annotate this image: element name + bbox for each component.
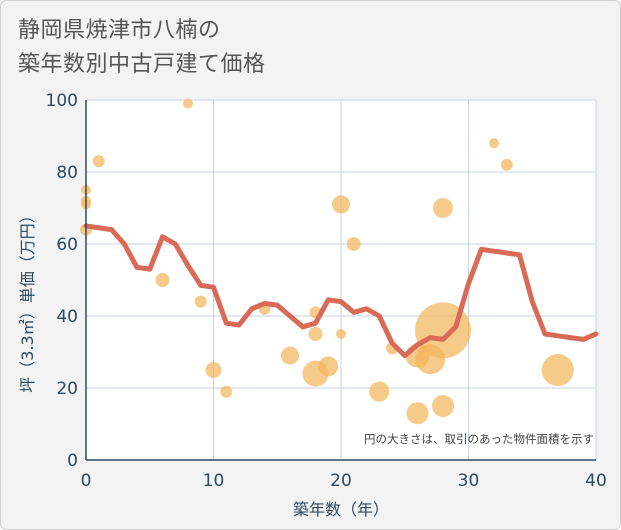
x-tick-label-3: 30 <box>458 471 480 491</box>
y-tick-label-2: 40 <box>56 307 78 327</box>
y-tick-label-1: 20 <box>56 379 78 399</box>
y-tick-label-5: 100 <box>46 91 78 111</box>
bubble-point-4 <box>92 155 105 168</box>
x-tick-label-0: 0 <box>81 471 92 491</box>
bubble-point-16 <box>332 195 350 214</box>
x-tick-labels: 0 10 20 30 40 <box>81 471 607 491</box>
x-tick-label-4: 40 <box>585 471 607 491</box>
y-tick-label-3: 60 <box>56 235 78 255</box>
bubble-point-18 <box>346 237 361 251</box>
x-tick-label-2: 20 <box>330 471 352 491</box>
x-axis-label: 築年数（年） <box>293 500 389 519</box>
y-axis-label: 坪（3.3㎡）単価（万円） <box>18 207 37 392</box>
bubble-point-29 <box>541 354 574 386</box>
bubble-point-7 <box>194 295 207 308</box>
bubble-series <box>80 98 574 425</box>
bubble-point-28 <box>500 158 513 171</box>
bubble-point-19 <box>369 381 390 402</box>
trend-line <box>83 223 599 359</box>
bubble-point-9 <box>220 385 233 398</box>
bubble-point-15 <box>318 356 339 377</box>
chart-title: 静岡県焼津市八楠の 築年数別中古戸建て価格 <box>18 14 266 82</box>
grid-lines <box>86 99 597 460</box>
bubble-point-17 <box>336 329 346 339</box>
y-tick-label-0: 0 <box>67 451 78 471</box>
bubble-point-13 <box>308 327 323 341</box>
y-tick-label-4: 80 <box>56 163 78 183</box>
x-tick-label-1: 10 <box>203 471 225 491</box>
bubble-point-25 <box>432 395 454 417</box>
chart-title-line1: 静岡県焼津市八楠の <box>18 18 221 43</box>
bubble-point-24 <box>433 198 453 218</box>
bubble-point-5 <box>155 273 170 287</box>
chart-title-line2: 築年数別中古戸建て価格 <box>18 52 266 77</box>
bubble-point-27 <box>489 138 499 149</box>
bubble-point-6 <box>183 98 193 109</box>
bubble-point-21 <box>406 402 429 425</box>
y-tick-labels: 0 20 40 60 80 100 <box>46 91 78 471</box>
bubble-point-8 <box>205 362 222 378</box>
bubble-point-11 <box>281 346 299 365</box>
bubble-size-note: 円の大きさは、取引のあった物件面積を示す <box>364 432 594 446</box>
